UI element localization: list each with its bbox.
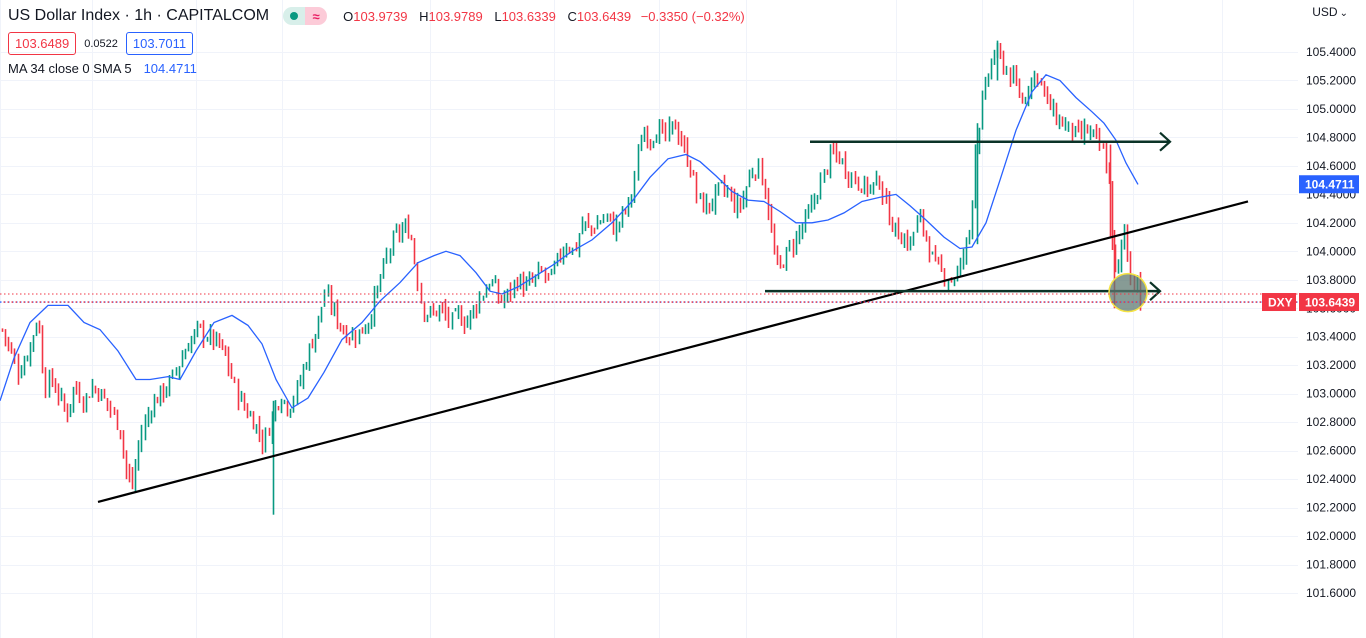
svg-text:104.4711: 104.4711 — [1305, 178, 1355, 192]
sell-price-button[interactable]: 103.6489 — [8, 32, 77, 55]
low-value: 103.6339 — [501, 8, 556, 24]
price-tick: 101.6000 — [1306, 586, 1356, 600]
grid-lines — [0, 0, 1298, 638]
close-label: C — [567, 8, 577, 24]
currency-selector[interactable]: USD ⌄ — [1312, 5, 1348, 19]
moving-average-line — [0, 74, 1139, 409]
chart-legend: US Dollar Index · 1h · CAPITALCOM ≈ O103… — [8, 4, 745, 76]
ohlc-bars — [1, 40, 1142, 515]
highlight-circle[interactable] — [1108, 272, 1148, 313]
change-value: −0.3350 (−0.32%) — [640, 8, 745, 24]
price-tick: 104.0000 — [1306, 244, 1356, 258]
price-tick: 102.2000 — [1306, 501, 1356, 515]
symbol-tag — [1262, 293, 1296, 312]
price-tick: 102.8000 — [1306, 415, 1356, 429]
svg-text:103.6439: 103.6439 — [1305, 296, 1355, 310]
price-lines — [0, 293, 1298, 303]
open-value: 103.9739 — [353, 8, 408, 24]
spread-value: 0.0522 — [84, 37, 118, 50]
high-value: 103.9789 — [428, 8, 483, 24]
symbol-title[interactable]: US Dollar Index · 1h · CAPITALCOM — [8, 7, 270, 24]
drawings-layer[interactable] — [97, 131, 1249, 503]
resistance-arrow[interactable] — [810, 131, 1172, 152]
currency-label: USD — [1312, 5, 1338, 19]
price-tick: 103.8000 — [1306, 273, 1356, 287]
high-label: H — [419, 8, 429, 24]
low-label: L — [494, 8, 502, 24]
ma-price-tag — [1299, 175, 1359, 194]
chevron-down-icon: ⌄ — [1339, 8, 1348, 19]
price-tick: 104.8000 — [1306, 130, 1356, 144]
price-axis[interactable]: 105.4000 105.2000 105.0000 104.8000 104.6000… — [1262, 0, 1366, 638]
price-tick: 105.0000 — [1306, 102, 1356, 116]
last-price-tag — [1299, 293, 1359, 312]
indicator-label[interactable]: MA 34 close 0 SMA 5 — [8, 61, 132, 76]
indicator-value: 104.4711 — [143, 61, 197, 76]
price-tick: 102.0000 — [1306, 529, 1356, 543]
support-arrow[interactable] — [765, 281, 1162, 301]
buy-price-button[interactable]: 103.7011 — [125, 32, 194, 55]
market-open-icon — [283, 7, 306, 25]
price-tick: 101.8000 — [1306, 558, 1356, 572]
price-tick: 102.4000 — [1306, 472, 1356, 486]
status-pill[interactable]: ≈ — [283, 7, 328, 25]
price-tick: 104.6000 — [1306, 159, 1356, 173]
svg-text:DXY: DXY — [1268, 296, 1293, 310]
open-label: O — [343, 8, 354, 24]
price-tick: 104.2000 — [1306, 216, 1356, 230]
price-tick: 103.4000 — [1306, 330, 1356, 344]
price-tick: 102.6000 — [1306, 444, 1356, 458]
price-tick: 105.2000 — [1306, 73, 1356, 87]
price-tick: 103.0000 — [1306, 387, 1356, 401]
trendline[interactable] — [97, 200, 1249, 503]
price-tick: 105.4000 — [1306, 45, 1356, 59]
close-value: 103.6439 — [576, 8, 632, 24]
data-delay-icon: ≈ — [305, 7, 328, 25]
price-tick: 103.2000 — [1306, 358, 1356, 372]
ohlc-values: O103.9739 H103.9789 L103.6339 C103.6439 … — [343, 9, 745, 24]
